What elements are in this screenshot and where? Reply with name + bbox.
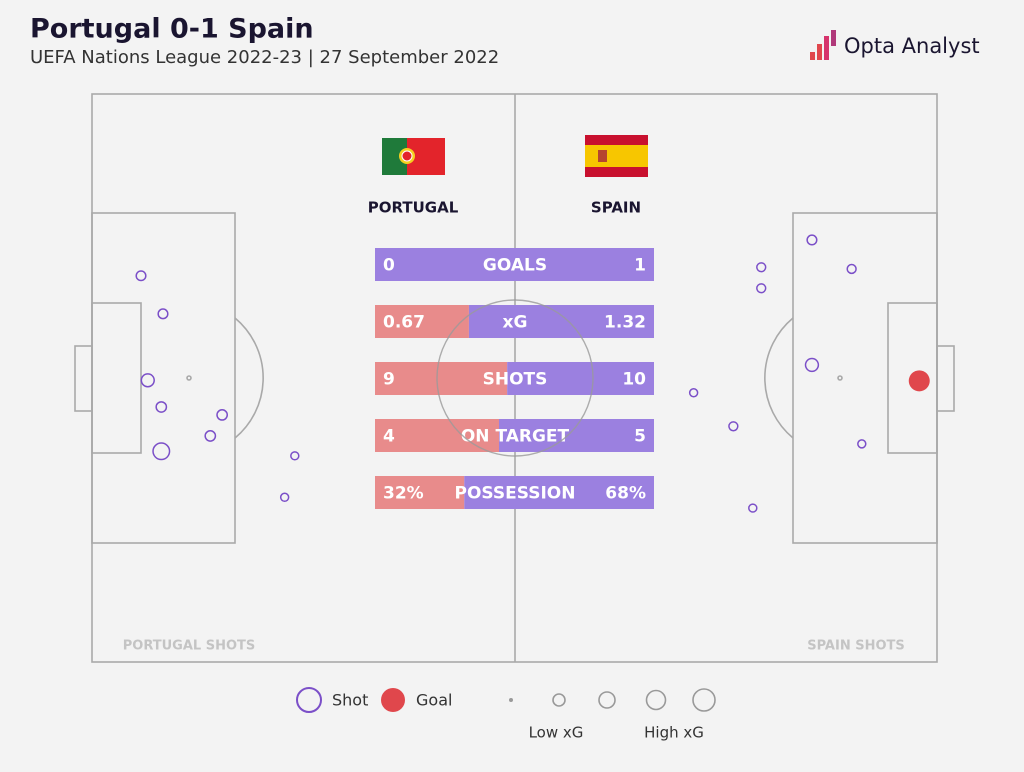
- home-value: 9: [383, 370, 395, 390]
- stat-label: POSSESSION: [455, 484, 576, 504]
- away-bar: [507, 362, 654, 395]
- away-value: 10: [622, 370, 646, 390]
- away-bar: [468, 305, 654, 338]
- legend-size: [598, 691, 616, 709]
- home-bar: [375, 305, 469, 338]
- legend-size: [645, 689, 667, 711]
- legend-size: [692, 688, 716, 712]
- spain-flag: [585, 135, 648, 177]
- stat-label: GOALS: [483, 256, 547, 276]
- legend-low: Low xG: [529, 724, 584, 742]
- portugal-flag: [382, 138, 445, 175]
- home-value: 0: [383, 256, 395, 276]
- stat-label: SHOTS: [483, 370, 548, 390]
- shot: [204, 430, 217, 442]
- home-bar: [375, 362, 508, 395]
- stat-label: ON TARGET: [461, 427, 570, 447]
- home-value: 4: [383, 427, 395, 447]
- shot: [140, 373, 155, 388]
- legend-goal: Goal: [416, 691, 452, 710]
- pitch: [74, 93, 955, 663]
- shot: [135, 270, 147, 282]
- shot: [688, 388, 699, 398]
- legend-goal-icon: [381, 688, 405, 712]
- shots-label: PORTUGAL SHOTS: [123, 639, 256, 654]
- away-value: 1: [634, 256, 646, 276]
- legend: Shot Goal Low xG High xG: [296, 687, 716, 742]
- shot: [756, 262, 767, 273]
- shot: [857, 439, 867, 449]
- away-team: SPAIN: [591, 199, 641, 217]
- away-bar: [464, 476, 654, 509]
- stat-label: xG: [503, 313, 528, 333]
- shot: [804, 357, 820, 373]
- stats: 0 GOALS 1 0.67 xG 1.32 9 SHOTS 10 4 ON TARGET 5 32% P…: [375, 248, 654, 509]
- legend-shot-icon: [296, 687, 322, 713]
- shot: [846, 263, 857, 275]
- shot: [806, 234, 818, 246]
- shot: [728, 421, 739, 432]
- shot: [279, 492, 290, 503]
- home-value: 0.67: [383, 313, 425, 333]
- brand-logo: Opta Analyst: [810, 30, 980, 60]
- legend-size: [509, 698, 513, 702]
- shot: [155, 401, 168, 413]
- away-value: 5: [634, 427, 646, 447]
- away-bar: [499, 419, 654, 452]
- shots-label: SPAIN SHOTS: [807, 639, 905, 654]
- home-bar: [375, 476, 465, 509]
- shots: PORTUGAL SHOTS SPAIN SHOTS: [123, 234, 930, 654]
- home-team: PORTUGAL: [368, 199, 459, 217]
- shot: [748, 503, 758, 513]
- legend-size: [552, 693, 566, 707]
- legend-shot: Shot: [332, 691, 368, 710]
- subtitle: UEFA Nations League 2022-23 | 27 Septemb…: [30, 47, 499, 68]
- home-value: 32%: [383, 484, 424, 504]
- away-value: 1.32: [604, 313, 646, 333]
- shot: [157, 308, 169, 320]
- shot: [756, 283, 767, 294]
- shot: [290, 451, 300, 461]
- shot: [216, 409, 229, 421]
- shot: [152, 442, 171, 461]
- centre-circle: [436, 299, 594, 457]
- goal: [908, 370, 930, 392]
- brand: Opta Analyst: [844, 34, 980, 58]
- legend-high: High xG: [644, 724, 704, 742]
- away-value: 68%: [605, 484, 646, 504]
- away-bar: [375, 248, 654, 281]
- title: Portugal 0-1 Spain: [30, 14, 314, 45]
